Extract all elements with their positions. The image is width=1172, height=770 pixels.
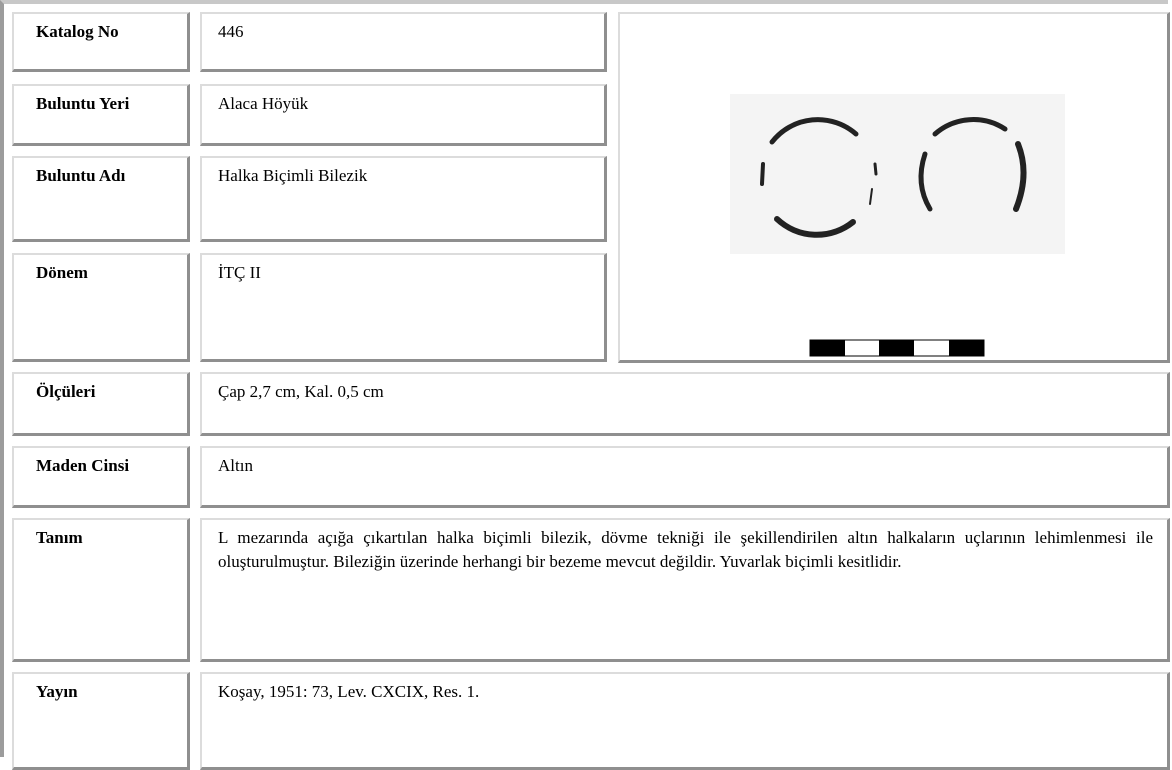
row-label: Tanım xyxy=(12,518,190,662)
row-label: Buluntu Yeri xyxy=(12,84,190,146)
row-value: Koşay, 1951: 73, Lev. CXCIX, Res. 1. xyxy=(200,672,1170,770)
scale-bar xyxy=(809,339,985,357)
row-label: Katalog No xyxy=(12,12,190,72)
photo-background xyxy=(730,94,1065,254)
image-cell xyxy=(618,12,1170,363)
row-value: Alaca Höyük xyxy=(200,84,607,146)
bracelet-photo xyxy=(730,94,1065,357)
row-label: Maden Cinsi xyxy=(12,446,190,508)
row-value: İTÇ II xyxy=(200,253,607,362)
row-label: Buluntu Adı xyxy=(12,156,190,242)
bracelets xyxy=(760,117,1027,238)
row-label: Yayın xyxy=(12,672,190,770)
table-frame xyxy=(0,0,1168,757)
row-value: Altın xyxy=(200,446,1170,508)
row-label: Ölçüleri xyxy=(12,372,190,436)
row-value: Halka Biçimli Bilezik xyxy=(200,156,607,242)
row-label: Dönem xyxy=(12,253,190,362)
row-value: L mezarında açığa çıkartılan halka biçim… xyxy=(200,518,1170,662)
row-value: Çap 2,7 cm, Kal. 0,5 cm xyxy=(200,372,1170,436)
row-value: 446 xyxy=(200,12,607,72)
